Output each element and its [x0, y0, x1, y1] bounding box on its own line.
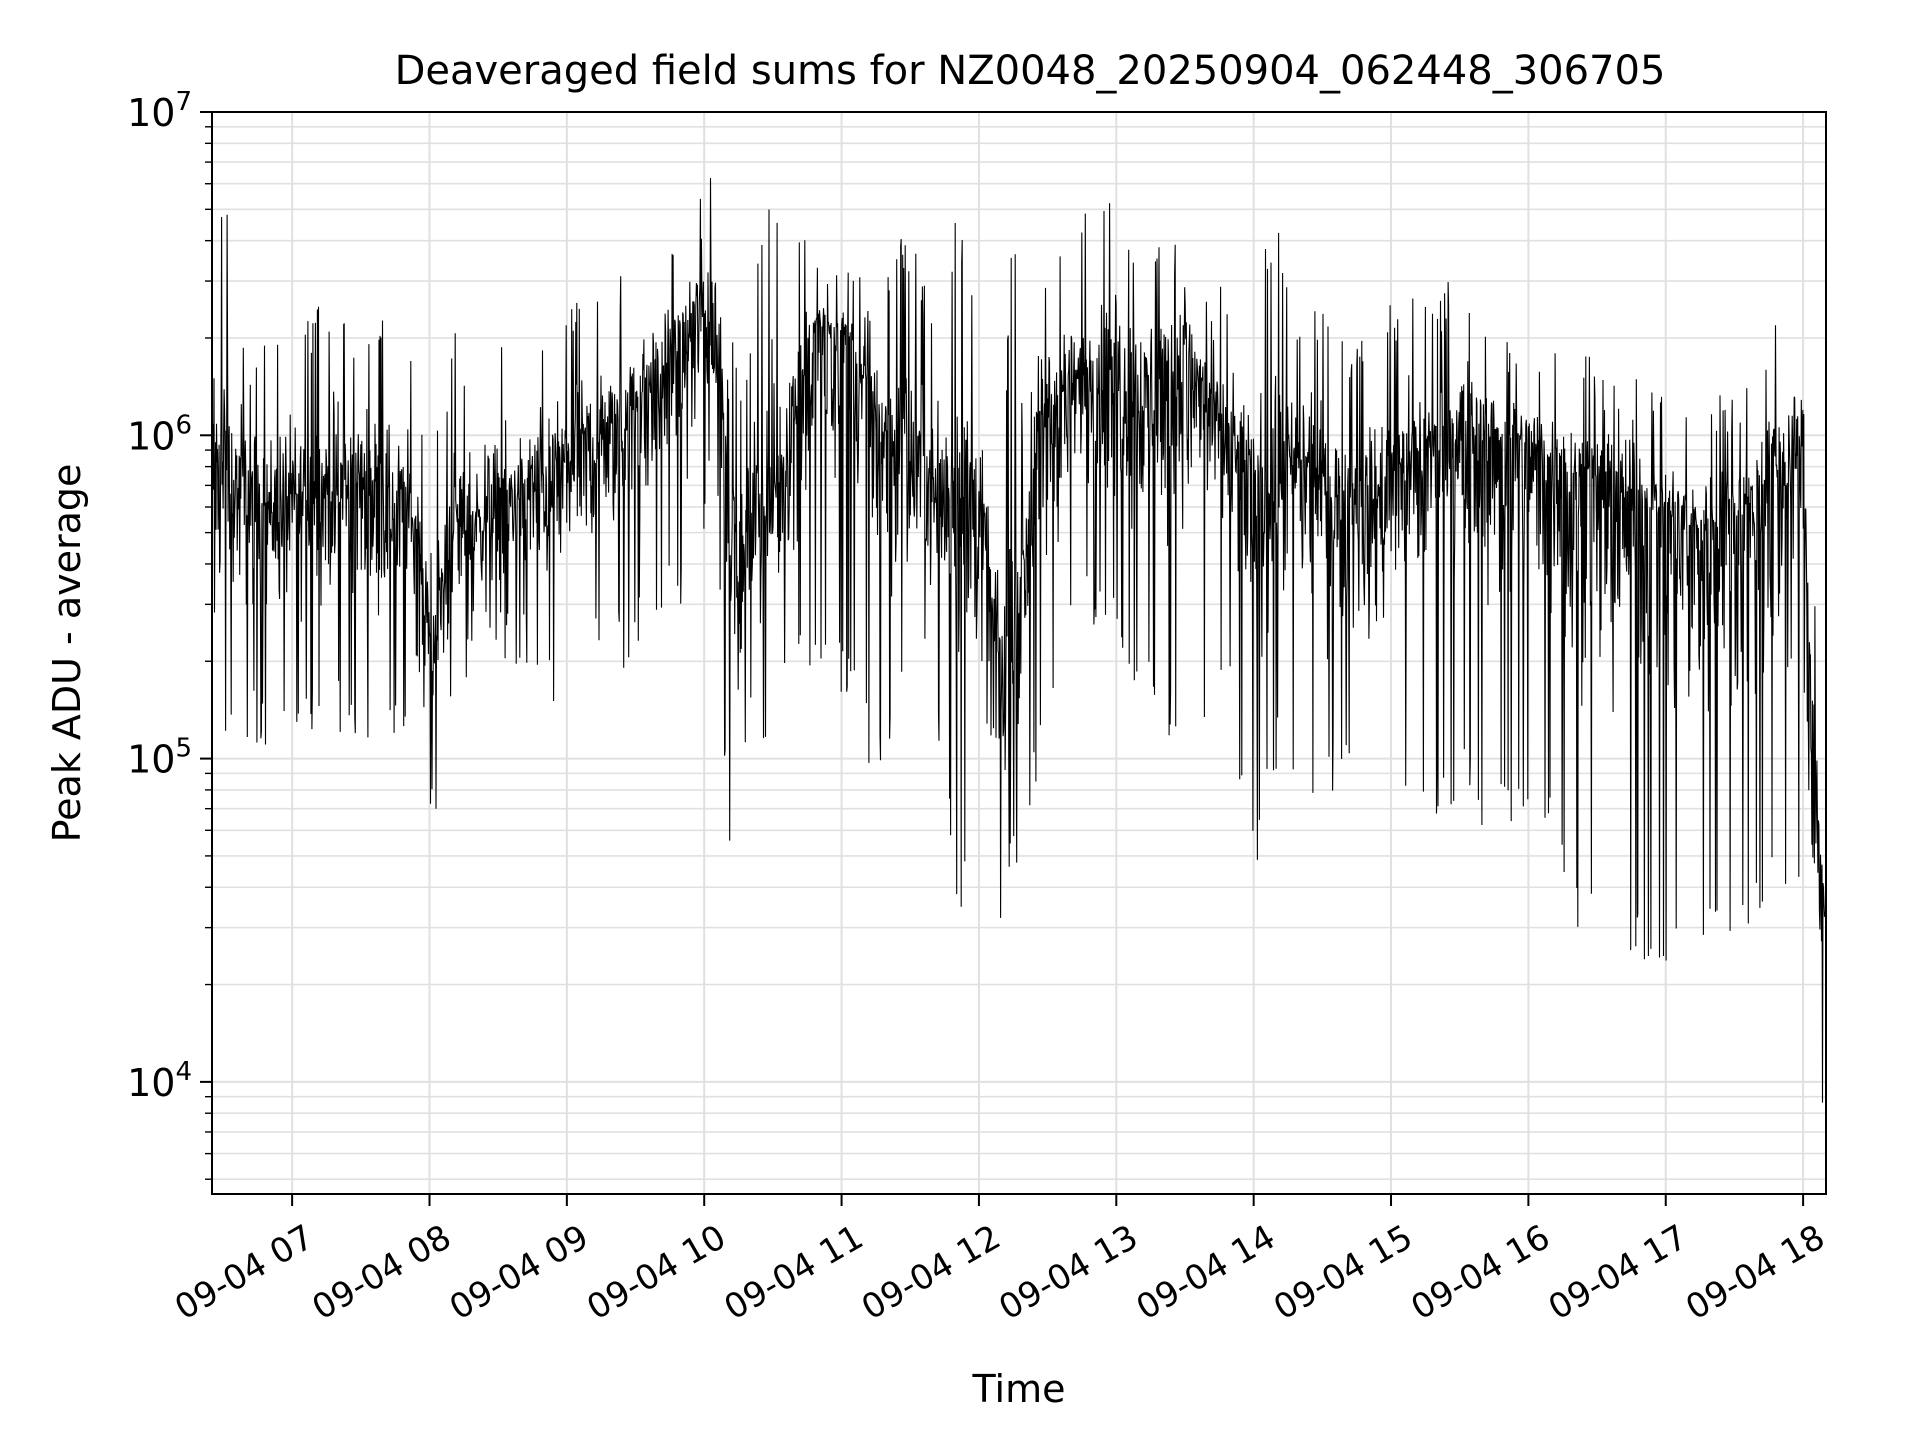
- y-axis: 104 105 106 107: [127, 87, 212, 1180]
- y-tick-label: 107: [127, 87, 192, 135]
- y-tick-label: 105: [127, 734, 192, 782]
- y-tick-label: 106: [127, 410, 192, 458]
- chart-title: Deaveraged field sums for NZ0048_2025090…: [395, 48, 1666, 94]
- plot-frame: [211, 111, 1827, 1195]
- x-axis-label: Time: [972, 1367, 1066, 1411]
- series-line: [212, 177, 1826, 1103]
- y-tick-label: 104: [127, 1057, 192, 1105]
- y-axis-label: Peak ADU - average: [45, 464, 89, 843]
